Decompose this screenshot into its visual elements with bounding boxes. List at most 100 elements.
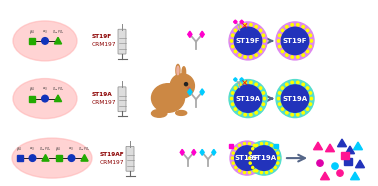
Circle shape (259, 29, 262, 32)
Circle shape (262, 92, 265, 94)
Circle shape (239, 144, 241, 147)
Text: $\beta_4$: $\beta_4$ (17, 145, 23, 153)
Circle shape (277, 152, 279, 154)
Bar (29, 38, 35, 44)
Circle shape (257, 166, 259, 169)
Circle shape (249, 81, 252, 84)
Circle shape (259, 50, 262, 53)
Text: ST19A: ST19A (251, 155, 277, 161)
Circle shape (274, 148, 276, 150)
Circle shape (235, 146, 259, 170)
Circle shape (249, 152, 251, 154)
Circle shape (262, 103, 265, 105)
Polygon shape (234, 20, 237, 24)
Circle shape (277, 162, 279, 164)
Text: $^{O-PO_3}$: $^{O-PO_3}$ (52, 28, 64, 36)
Ellipse shape (13, 21, 77, 61)
Circle shape (279, 92, 281, 94)
Circle shape (265, 171, 268, 174)
Circle shape (42, 95, 48, 102)
Circle shape (244, 113, 246, 116)
Circle shape (42, 38, 48, 44)
Bar (344, 158, 352, 165)
Circle shape (243, 143, 246, 145)
Circle shape (270, 144, 273, 147)
Circle shape (306, 87, 309, 89)
Circle shape (234, 50, 237, 53)
Circle shape (291, 24, 293, 26)
Circle shape (232, 152, 234, 154)
Circle shape (277, 97, 280, 100)
Text: CRM197: CRM197 (92, 42, 116, 47)
Bar (229, 144, 233, 148)
Circle shape (310, 97, 313, 100)
Polygon shape (212, 149, 216, 155)
Circle shape (276, 22, 314, 60)
Ellipse shape (176, 110, 187, 115)
Circle shape (255, 83, 257, 86)
Circle shape (281, 29, 284, 32)
Circle shape (253, 170, 256, 172)
Text: ST19F: ST19F (236, 38, 260, 44)
Ellipse shape (152, 84, 184, 112)
Circle shape (188, 87, 190, 89)
Circle shape (249, 113, 252, 116)
Circle shape (248, 157, 251, 159)
Circle shape (244, 56, 246, 58)
Circle shape (281, 85, 309, 112)
Text: ST19F: ST19F (235, 155, 259, 161)
Circle shape (317, 160, 323, 166)
Text: $\alpha_3$: $\alpha_3$ (42, 86, 48, 93)
Circle shape (239, 111, 241, 114)
Ellipse shape (13, 78, 77, 119)
Ellipse shape (152, 110, 167, 117)
Polygon shape (200, 149, 204, 155)
Circle shape (234, 108, 237, 110)
Circle shape (229, 22, 267, 60)
Circle shape (244, 81, 246, 84)
Text: $\alpha_3$: $\alpha_3$ (42, 28, 48, 36)
Circle shape (309, 103, 311, 105)
Circle shape (252, 146, 276, 170)
Circle shape (68, 155, 75, 161)
Circle shape (230, 141, 264, 175)
FancyBboxPatch shape (118, 29, 126, 54)
Bar (29, 96, 35, 102)
Circle shape (231, 97, 233, 100)
Circle shape (309, 34, 311, 37)
Circle shape (281, 50, 284, 53)
Circle shape (306, 50, 309, 53)
Circle shape (337, 170, 343, 176)
Circle shape (184, 83, 187, 86)
Circle shape (255, 54, 257, 56)
Circle shape (256, 170, 258, 172)
Circle shape (234, 29, 237, 32)
Text: ✕: ✕ (240, 22, 248, 31)
Circle shape (286, 25, 288, 28)
Text: $\beta_4$: $\beta_4$ (56, 145, 62, 153)
Circle shape (302, 25, 304, 28)
Circle shape (277, 40, 280, 42)
Circle shape (229, 80, 267, 118)
Circle shape (234, 85, 262, 112)
Ellipse shape (182, 67, 186, 77)
Circle shape (260, 162, 262, 164)
Polygon shape (81, 155, 88, 161)
Circle shape (231, 103, 234, 105)
Circle shape (260, 143, 263, 145)
Circle shape (302, 54, 304, 56)
Circle shape (286, 54, 288, 56)
Circle shape (249, 56, 252, 58)
Polygon shape (188, 31, 192, 38)
Ellipse shape (177, 66, 179, 75)
Bar (341, 152, 349, 159)
Circle shape (270, 170, 273, 172)
Circle shape (302, 111, 304, 114)
Circle shape (291, 81, 293, 84)
Circle shape (248, 171, 251, 174)
Circle shape (262, 34, 265, 37)
Circle shape (235, 148, 237, 150)
Polygon shape (240, 78, 243, 81)
Circle shape (306, 29, 309, 32)
Circle shape (243, 171, 246, 174)
